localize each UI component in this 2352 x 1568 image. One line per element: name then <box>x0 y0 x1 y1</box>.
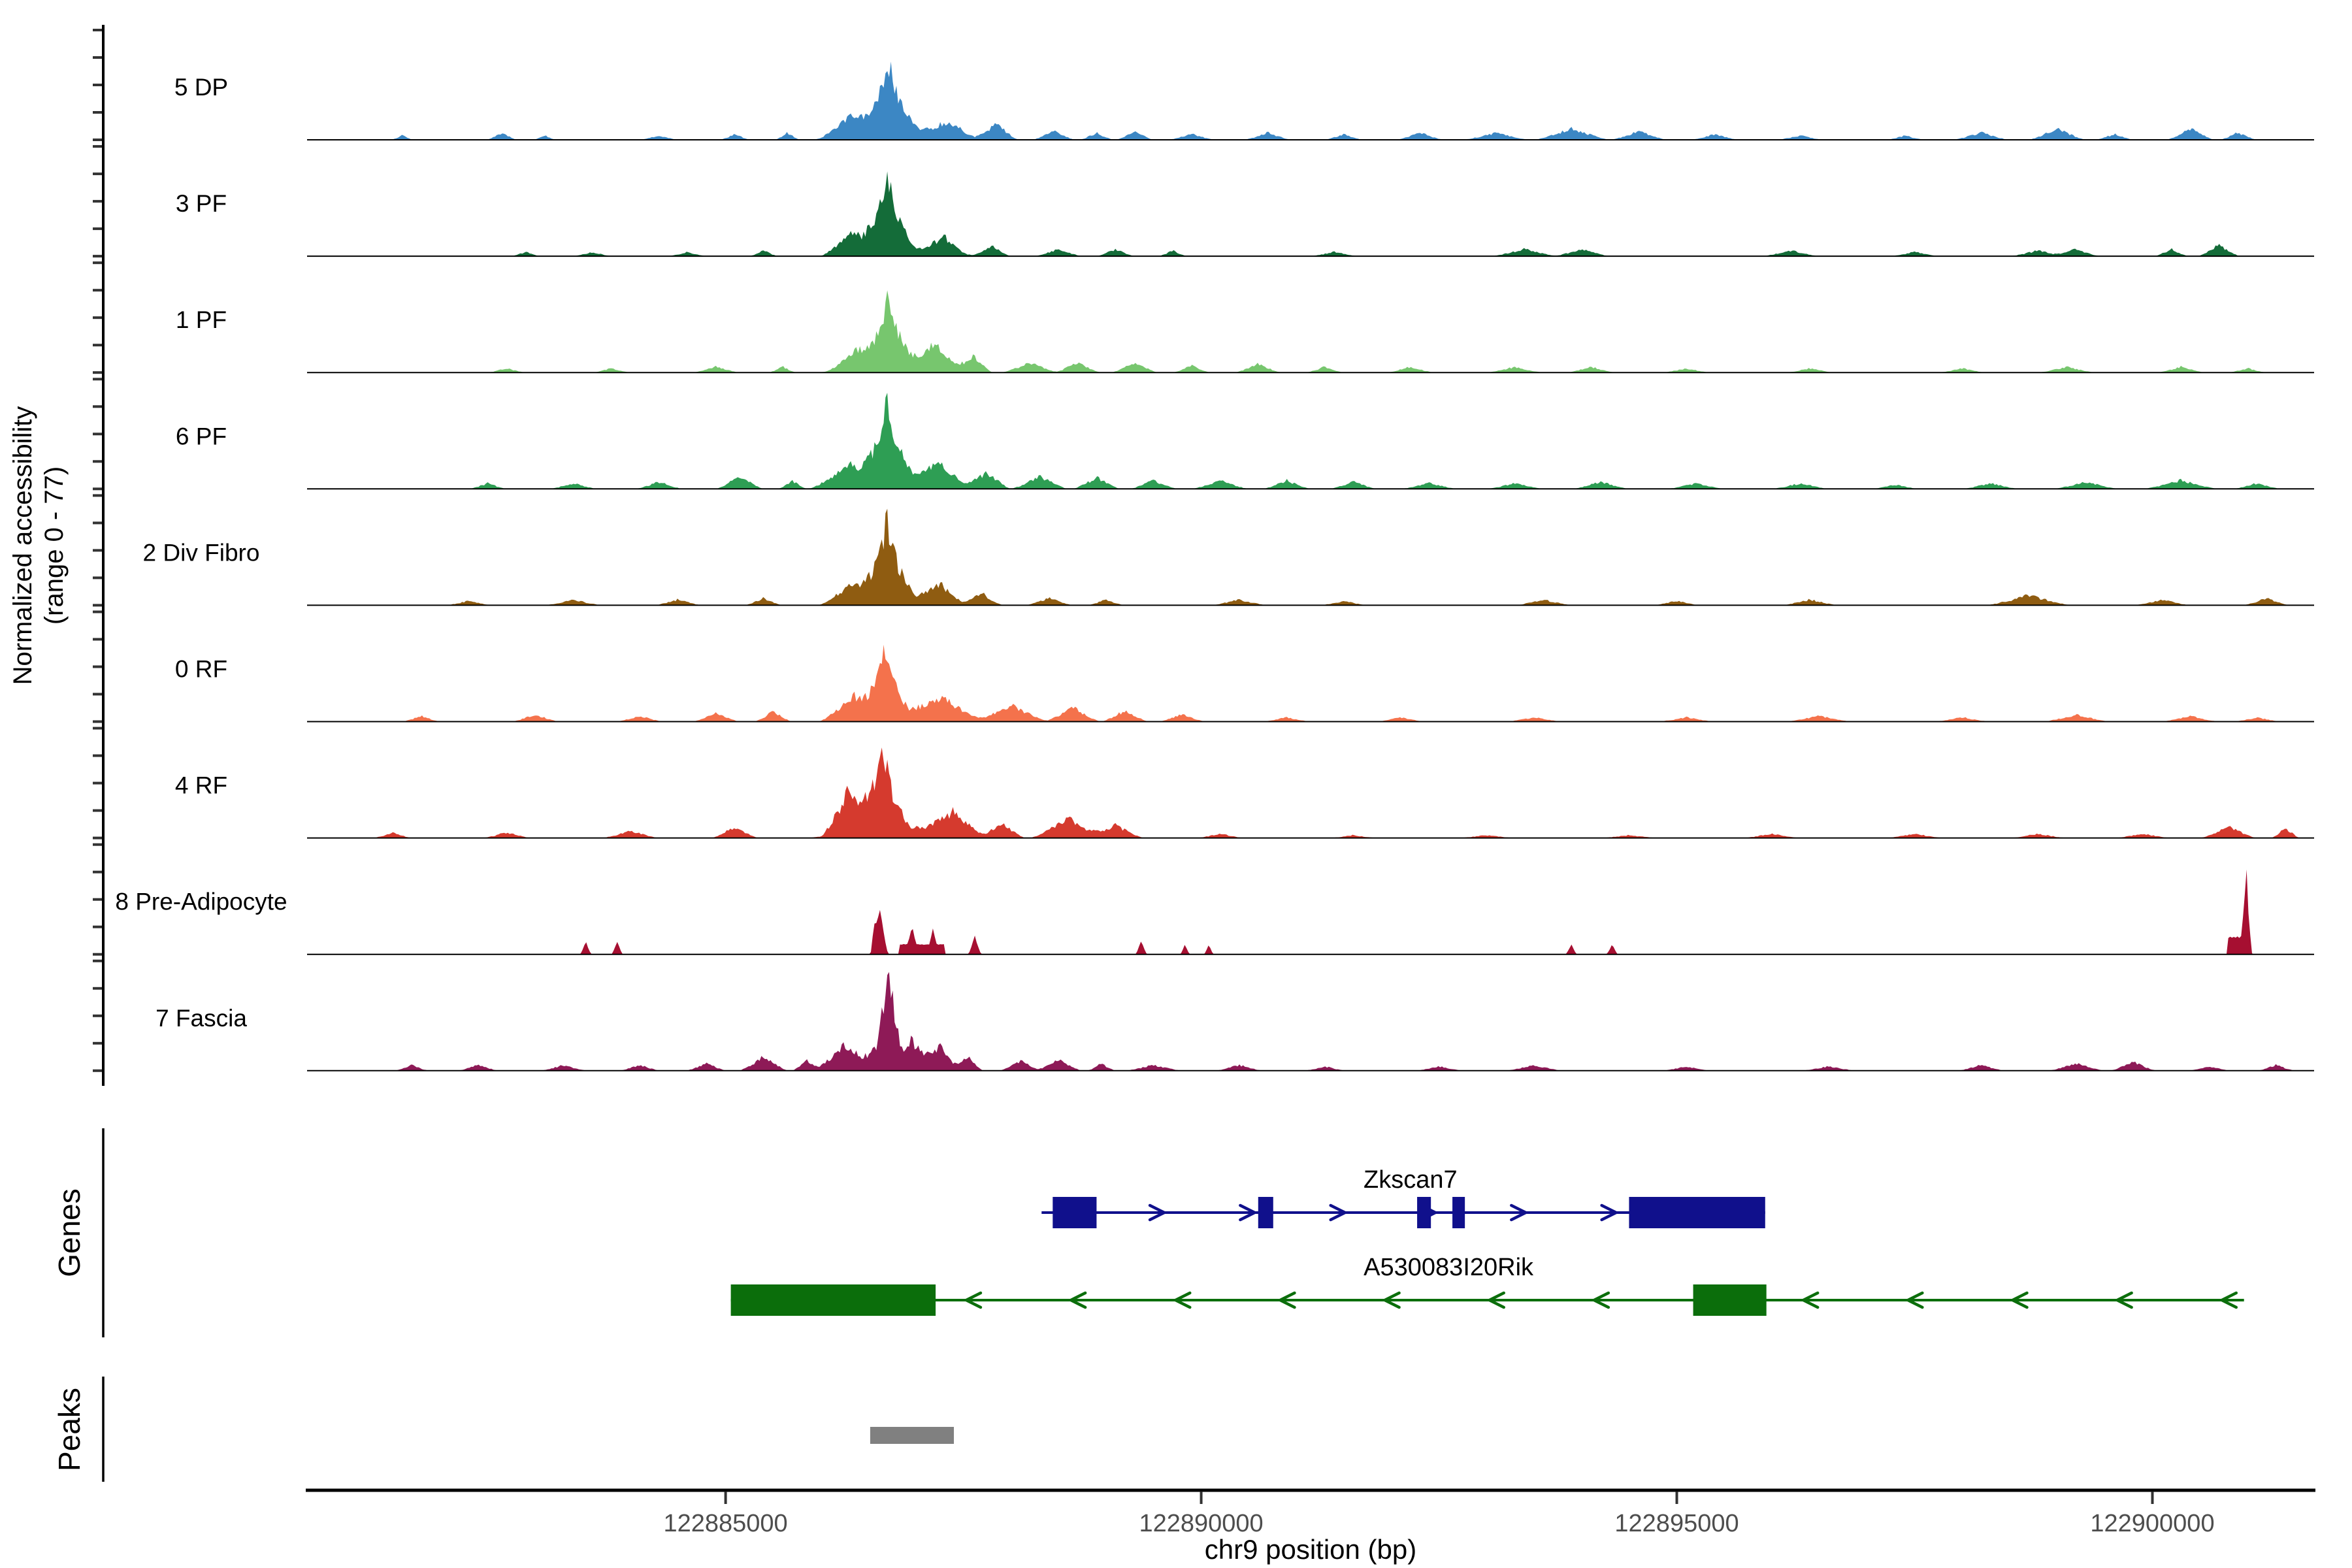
strand-arrow-left-icon <box>1906 1291 1924 1309</box>
coverage-area-4-rf <box>307 747 2314 838</box>
y-axis-title-line1: Normalized accessibility <box>8 406 37 685</box>
track-label-3-pf: 3 PF <box>176 190 227 217</box>
gene-exon-a530083i20rik <box>730 1284 936 1316</box>
peak-interval <box>870 1427 955 1444</box>
track-label-8-pre-adipocyte: 8 Pre-Adipocyte <box>115 889 287 915</box>
track-label-1-pf: 1 PF <box>176 306 227 333</box>
strand-arrow-left-icon <box>1279 1291 1296 1309</box>
x-axis-tick-label: 122895000 <box>1614 1510 1739 1537</box>
gene-name-label-a530083i20rik: A530083I20Rik <box>1364 1254 1534 1281</box>
strand-arrow-right-icon <box>1329 1203 1347 1222</box>
coverage-area-0-rf <box>307 644 2314 722</box>
gene-exon-zkscan7 <box>1417 1197 1431 1228</box>
genes-section-label: Genes <box>52 1188 86 1277</box>
x-axis-tick-label: 122900000 <box>2090 1510 2214 1537</box>
strand-arrow-left-icon <box>1488 1291 1505 1309</box>
strand-arrow-left-icon <box>1383 1291 1401 1309</box>
y-axis-title-line2: (range 0 - 77) <box>40 466 69 625</box>
coverage-area-7-fascia <box>307 972 2314 1071</box>
strand-arrow-left-icon <box>2115 1291 2133 1309</box>
coverage-area-3-pf <box>307 171 2314 257</box>
track-label-0-rf: 0 RF <box>175 656 227 683</box>
strand-arrow-right-icon <box>1239 1203 1256 1222</box>
coverage-area-8-pre-adipocyte <box>307 869 2314 955</box>
strand-arrow-left-icon <box>1069 1291 1087 1309</box>
track-label-6-pf: 6 PF <box>176 423 227 449</box>
track-label-2-div-fibro: 2 Div Fibro <box>143 539 260 566</box>
strand-arrow-left-icon <box>2220 1291 2238 1309</box>
peaks-section-label: Peaks <box>52 1388 86 1471</box>
coverage-area-5-dp <box>307 61 2314 140</box>
track-label-5-dp: 5 DP <box>174 74 228 101</box>
gene-exon-zkscan7 <box>1258 1197 1273 1228</box>
x-axis-tick-label: 122885000 <box>663 1510 787 1537</box>
strand-arrow-left-icon <box>2011 1291 2029 1309</box>
coverage-area-2-div-fibro <box>307 508 2314 606</box>
track-label-7-fascia: 7 Fascia <box>155 1005 247 1032</box>
strand-arrow-left-icon <box>1801 1291 1820 1309</box>
strand-arrow-right-icon <box>1510 1203 1527 1222</box>
strand-arrow-left-icon <box>964 1291 983 1309</box>
coverage-area-1-pf <box>307 290 2314 373</box>
strand-arrow-left-icon <box>1174 1291 1192 1309</box>
gene-exon-a530083i20rik <box>1693 1284 1767 1316</box>
strand-arrow-left-icon <box>1592 1291 1610 1309</box>
gene-exon-zkscan7 <box>1053 1197 1097 1228</box>
x-axis-title: chr9 position (bp) <box>1205 1534 1417 1565</box>
strand-arrow-right-icon <box>1600 1203 1618 1222</box>
strand-arrow-right-icon <box>1148 1203 1166 1222</box>
gene-name-label-zkscan7: Zkscan7 <box>1364 1166 1458 1194</box>
gene-exon-zkscan7 <box>1629 1197 1765 1228</box>
x-axis-tick-label: 122890000 <box>1139 1510 1263 1537</box>
coverage-area-6-pf <box>307 393 2314 489</box>
track-label-4-rf: 4 RF <box>175 772 227 799</box>
gene-exon-zkscan7 <box>1452 1197 1465 1228</box>
